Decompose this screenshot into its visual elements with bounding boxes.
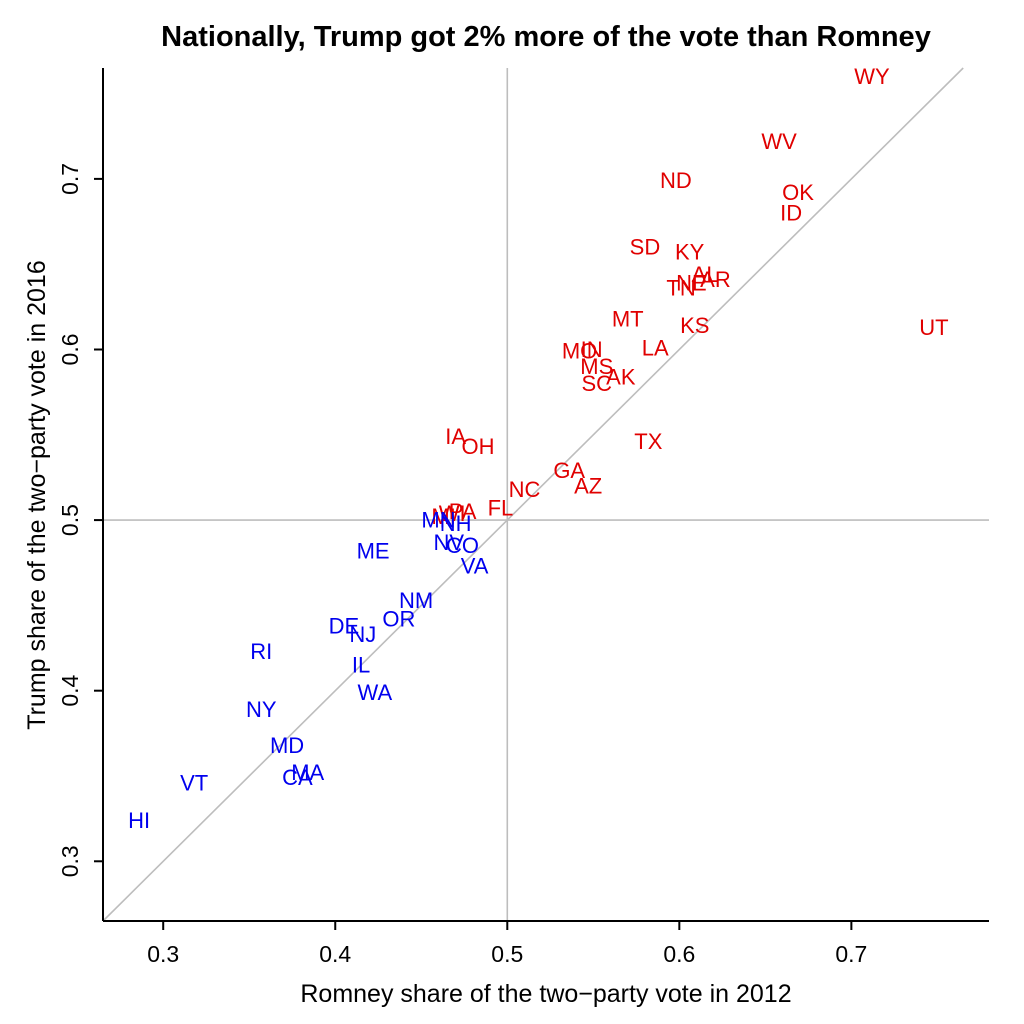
state-label-me: ME [357,538,390,563]
state-label-tn: TN [666,276,695,301]
y-tick-label: 0.6 [57,333,83,365]
state-label-sc: SC [581,371,612,396]
state-label-ny: NY [246,697,277,722]
state-label-wi: WI [439,501,466,526]
state-label-or: OR [382,607,415,632]
state-label-md: MD [270,733,304,758]
state-label-vt: VT [180,770,208,795]
reference-lines [102,67,989,922]
state-label-ar: AR [700,267,731,292]
y-tick-label: 0.4 [57,675,83,707]
state-label-nd: ND [660,168,692,193]
state-label-wy: WY [854,64,890,89]
x-axis-label: Romney share of the two−party vote in 20… [300,980,791,1008]
y-axis-label: Trump share of the two−party vote in 201… [23,260,51,729]
x-axis-ticks: 0.3 0.4 0.5 0.6 0.7 [147,921,867,967]
state-label-la: LA [642,335,669,360]
x-tick-label: 0.6 [663,941,695,967]
state-label-az: AZ [574,473,602,498]
y-axis-ticks: 0.3 0.4 0.5 0.6 0.7 [57,163,103,877]
state-label-ut: UT [919,315,948,340]
state-label-hi: HI [128,808,150,833]
state-label-sd: SD [630,235,661,260]
chart-title: Nationally, Trump got 2% more of the vot… [161,21,931,53]
state-label-ca: CA [282,765,313,790]
state-label-de: DE [329,613,360,638]
state-label-id: ID [780,201,802,226]
x-tick-label: 0.5 [491,941,523,967]
y-tick-label: 0.7 [57,163,83,195]
x-tick-label: 0.7 [835,941,867,967]
state-label-nh: NH [440,511,472,536]
state-label-wa: WA [358,680,393,705]
state-label-nj: NJ [349,622,376,647]
state-label-mn: MN [421,508,455,533]
state-label-nm: NM [399,588,433,613]
state-label-mo: MO [562,339,597,364]
x-tick-label: 0.3 [147,941,179,967]
y-tick-label: 0.5 [57,504,83,536]
state-label-wv: WV [761,129,797,154]
state-label-nc: NC [509,477,541,502]
state-label-ri: RI [250,639,272,664]
state-label-in: IN [581,337,603,362]
state-label-mt: MT [612,306,644,331]
state-label-co: CO [446,533,479,558]
state-label-nv: NV [434,530,465,555]
state-label-oh: OH [462,434,495,459]
state-label-ms: MS [580,354,613,379]
state-label-ne: NE [676,270,707,295]
state-label-al: AL [692,262,719,287]
state-label-il: IL [352,653,370,678]
x-tick-label: 0.4 [319,941,351,967]
state-label-ia: IA [445,424,466,449]
state-label-ga: GA [553,458,585,483]
state-label-ok: OK [782,180,814,205]
state-label-tx: TX [634,429,662,454]
state-label-ks: KS [680,313,709,338]
y-tick-label: 0.3 [57,845,83,877]
state-label-mi: MI [431,504,455,529]
state-label-pa: PA [449,499,477,524]
state-label-ak: AK [606,364,636,389]
reference-line-diagonal [102,67,964,922]
state-label-ma: MA [291,760,324,785]
state-label-va: VA [461,554,489,579]
state-label-ky: KY [675,240,705,265]
state-label-fl: FL [488,496,514,521]
